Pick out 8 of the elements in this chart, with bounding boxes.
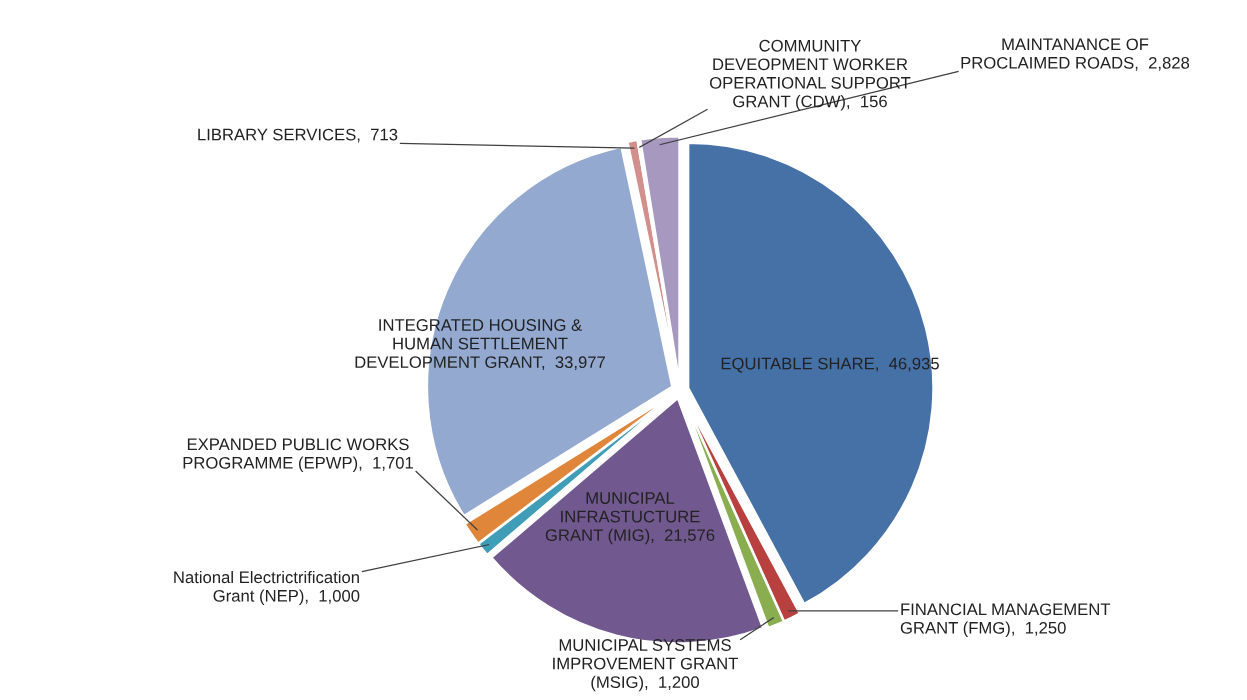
slice-label: INTEGRATED HOUSING & HUMAN SETTLEMENT DEVELOPMENT GRANT, 33,977 xyxy=(355,319,605,370)
slice-label: LIBRARY SERVICES, 713 xyxy=(198,128,398,143)
slice-label: EXPANDED PUBLIC WORKS PROGRAMME (EPWP), 1,701 xyxy=(183,438,413,473)
slice-label: FINANCIAL MANAGEMENT GRANT (FMG), 1,250 xyxy=(900,603,1111,638)
slice-label: MUNICIPAL SYSTEMS IMPROVEMENT GRANT (MSIG), 1,200 xyxy=(553,639,738,692)
slice-label: National Electrictrification Grant (NEP), 1,000 xyxy=(174,570,360,606)
slice-label: MAINTANANCE OF PROCLAIMED ROADS, 2,828 xyxy=(961,38,1190,71)
slice-label: MUNICIPAL INFRASTUCTURE GRANT (MIG), 21,576 xyxy=(545,492,715,545)
